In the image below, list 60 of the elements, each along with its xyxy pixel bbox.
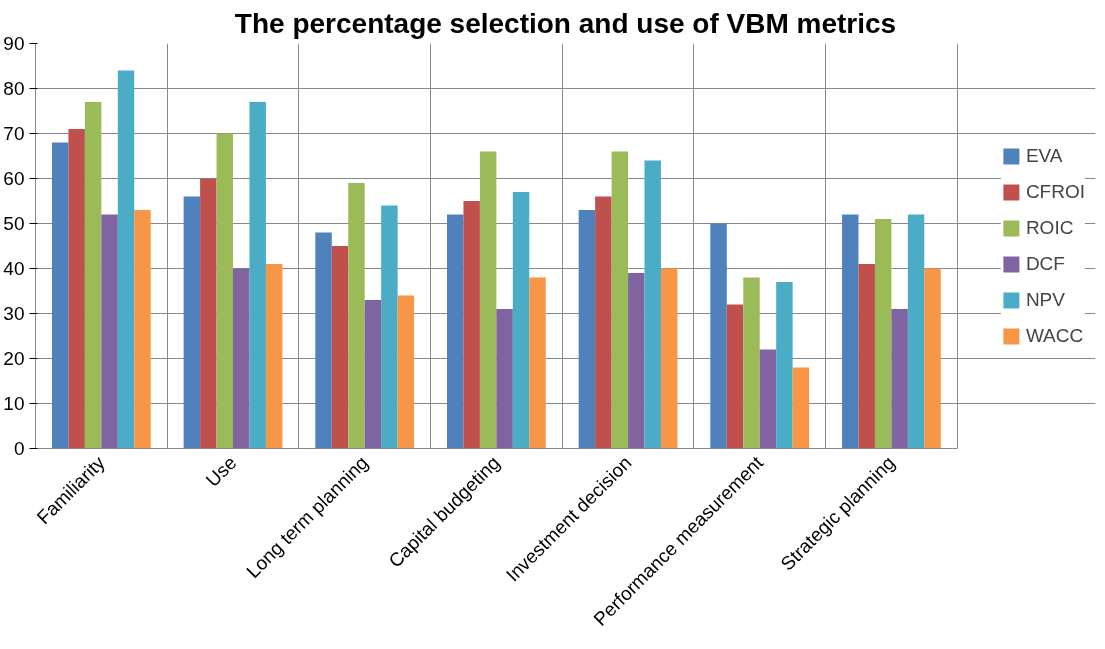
bar: [381, 205, 398, 449]
bar: [759, 349, 777, 449]
y-tick-label: 40: [3, 258, 25, 279]
bar: [874, 219, 892, 449]
bar: [628, 273, 645, 449]
y-tick-label: 50: [3, 213, 25, 234]
legend-label: CFROI: [1025, 180, 1085, 203]
bar: [51, 142, 69, 449]
bar: [842, 214, 859, 449]
bar: [644, 160, 661, 449]
bar: [595, 196, 612, 449]
bar: [660, 268, 678, 449]
bar: [496, 309, 513, 449]
y-tick-label: 10: [3, 393, 25, 414]
bar: [249, 102, 266, 449]
bar: [364, 300, 382, 449]
bar: [611, 151, 629, 449]
bar: [397, 295, 415, 449]
y-tick-label: 0: [13, 438, 25, 459]
bar: [233, 268, 250, 449]
bar: [726, 304, 744, 449]
bar: [792, 367, 810, 449]
legend-label: ROIC: [1025, 216, 1074, 239]
bar: [776, 282, 793, 449]
bar: [216, 133, 234, 449]
bar: [68, 129, 85, 449]
y-tick-label: 80: [3, 78, 25, 99]
chart-title: The percentage selection and use of VBM metrics: [234, 7, 897, 39]
bar: [265, 264, 283, 449]
bar: [84, 102, 102, 449]
y-tick-label: 70: [3, 123, 25, 144]
bar: [479, 151, 497, 449]
bar: [117, 70, 135, 449]
bar: [446, 214, 464, 449]
bar: [529, 277, 546, 449]
legend-label: WACC: [1025, 324, 1084, 347]
bar: [331, 246, 349, 449]
legend-label: NPV: [1025, 288, 1065, 311]
bar: [858, 264, 875, 449]
bar: [924, 268, 941, 449]
legend-label: EVA: [1025, 144, 1063, 167]
bar: [134, 210, 151, 449]
y-tick-label: 30: [3, 303, 25, 324]
bar: [183, 196, 201, 449]
bar: [101, 214, 118, 449]
y-tick-label: 20: [3, 348, 25, 369]
y-tick-label: 60: [3, 168, 25, 189]
bar: [463, 201, 480, 449]
x-tick-label: Use: [201, 452, 241, 491]
bar: [907, 214, 925, 449]
bar: [710, 223, 727, 449]
bar: [200, 178, 217, 449]
y-tick-label: 90: [3, 33, 25, 54]
legend-label: DCF: [1025, 252, 1065, 275]
bar: [512, 192, 530, 449]
bar: [578, 210, 596, 449]
bar: [891, 309, 908, 449]
bar: [743, 277, 760, 449]
bar: [315, 232, 332, 449]
bar: [348, 183, 365, 449]
